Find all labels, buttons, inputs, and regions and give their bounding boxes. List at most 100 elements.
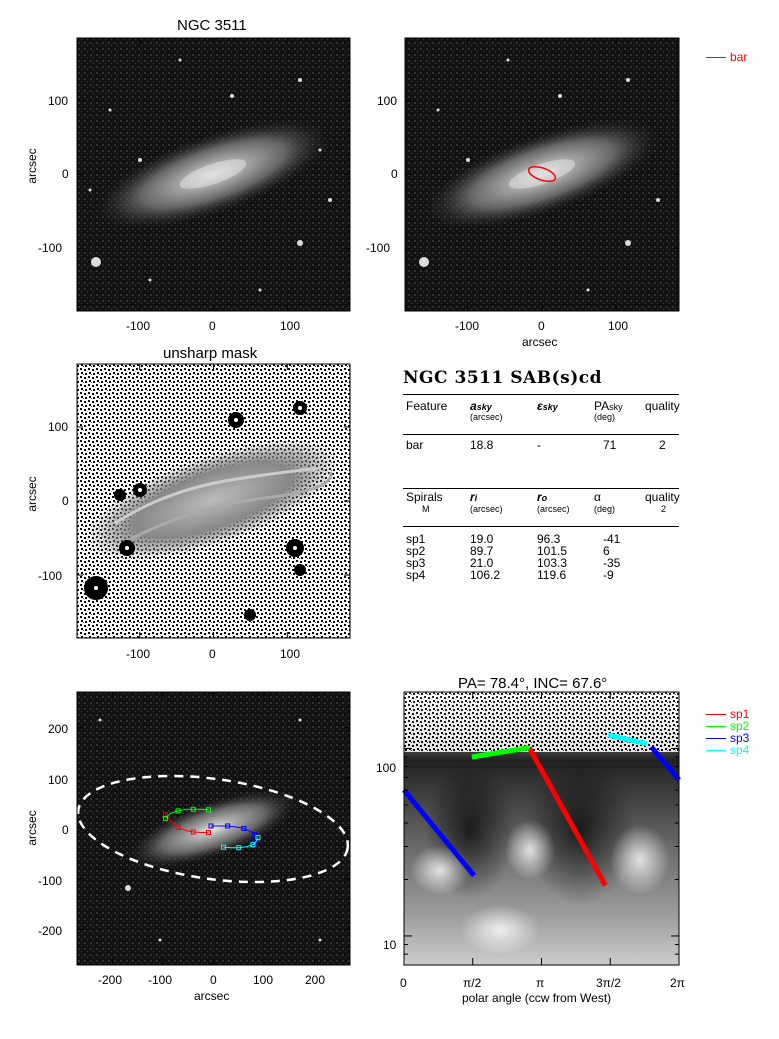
spiral-row-alpha: 6 [603,544,610,558]
spiral-row-ri: 106.2 [470,568,501,582]
spiral-point-sp4 [221,844,227,850]
bar-pa: 71 [603,438,617,452]
spiral-point-sp2 [190,806,196,812]
rule [403,488,679,489]
legend-sp4: sp4 [706,743,749,757]
ytick: -200 [38,924,63,938]
xtick: -100 [148,973,173,987]
xtick: 200 [305,973,326,987]
xtick: 0 [400,976,407,990]
xtick: 0 [210,973,217,987]
xtick: 100 [608,319,629,333]
bar-eps: - [537,438,541,452]
polar-line-sp3 [649,745,681,782]
spiral-arc-sp2 [165,808,209,819]
spiral-point-sp1 [175,824,181,830]
ytick: 0 [62,823,69,837]
spiral-row-name: sp4 [406,568,426,582]
ytick: 100 [48,420,69,434]
bar-ellipse [527,165,557,183]
spiral-point-sp2 [175,808,181,814]
hdr-ri: ri [470,490,478,504]
panel-polar-plot [402,691,681,966]
polar-line-sp1 [526,746,608,887]
hdr-quality2: quality [645,490,680,504]
xtick: -100 [126,647,151,661]
xtick: -200 [98,973,123,987]
spiral-point-sp3 [208,823,214,829]
ytick: -100 [366,241,391,255]
spiral-row-ri: 89.7 [470,544,494,558]
ylabel-bottom-left: arcsec [25,810,39,846]
spiral-point-sp4 [250,842,256,848]
spiral-row-alpha: -41 [603,532,621,546]
bar-a: 18.8 [470,438,494,452]
panel-title-unsharp: unsharp mask [163,345,258,362]
hdr-alpha: α [594,490,601,504]
spiral-row-name: sp2 [406,544,426,558]
spiral-point-sp4 [255,835,261,841]
spiral-row-name: sp3 [406,556,426,570]
spiral-point-sp2 [162,815,168,821]
legend-sp2: sp2 [706,719,749,733]
spiral-arc-sp4 [223,837,259,849]
ytick: 100 [377,94,398,108]
ytick: 0 [62,494,69,508]
ytick: 0 [391,167,398,181]
legend-sp1: sp1 [706,707,749,721]
xtick: π [536,976,545,990]
polar-line-sp4 [607,732,648,747]
spiral-row-ro: 96.3 [537,532,561,546]
ylabel-mid-left: arcsec [25,476,39,512]
xtick: 3π/2 [596,976,621,990]
xtick: 0 [209,319,216,333]
panel-unsharp-mask [76,363,351,639]
spiral-row-ri: 19.0 [470,532,494,546]
bar-quality: 2 [659,438,666,452]
legend-line [706,57,726,59]
spiral-point-sp3 [225,823,231,829]
hdr-eps: εsky [537,399,558,413]
polar-line-sp3 [402,788,476,878]
spiral-row-ri: 21.0 [470,556,494,570]
ytick: 200 [48,722,69,736]
hdr-ro-unit: (arcsec) [537,504,570,514]
ytick: 10 [383,938,397,952]
xtick: 0 [209,647,216,661]
xtick: π/2 [463,976,482,990]
ytick: -100 [38,874,63,888]
spiral-point-sp4 [236,845,242,851]
spiral-point-sp3 [252,832,258,838]
xtick: -100 [126,319,151,333]
disk-ellipse [76,774,350,884]
ytick: 100 [48,773,69,787]
panel-spiral-overlay [76,691,351,966]
hdr-a-unit: (arcsec) [470,412,503,422]
ylabel-top-left: arcsec [25,148,39,184]
spiral-point-sp3 [241,826,247,831]
spiral-row-alpha: -35 [603,556,621,570]
hdr-ri-unit: (arcsec) [470,504,503,514]
table-title: NGC 3511 SAB(s)cd [403,368,602,388]
panel-galaxy-image [76,37,351,312]
hdr-quality-val: 2 [661,504,667,514]
ytick: 100 [48,94,69,108]
panel-bar-fit [404,37,680,312]
hdr-m: M [422,504,430,514]
xtick: 100 [280,647,301,661]
xlabel-bottom-left: arcsec [194,989,230,1003]
hdr-ro: ro [537,490,548,504]
xlabel-top-right: arcsec [522,335,558,349]
xtick: 2π [670,976,685,990]
panel-title-ngc: NGC 3511 [177,17,247,34]
spiral-row-ro: 101.5 [537,544,568,558]
hdr-quality: quality [645,399,680,413]
rule [403,526,679,527]
panel-title-polar: PA= 78.4°, INC= 67.6° [458,675,608,692]
rule [403,394,679,395]
hdr-alpha-unit: (deg) [594,504,616,514]
ytick: 0 [62,167,69,181]
xlabel-polar: polar angle (ccw from West) [462,991,612,1005]
polar-line-sp2 [471,745,530,760]
